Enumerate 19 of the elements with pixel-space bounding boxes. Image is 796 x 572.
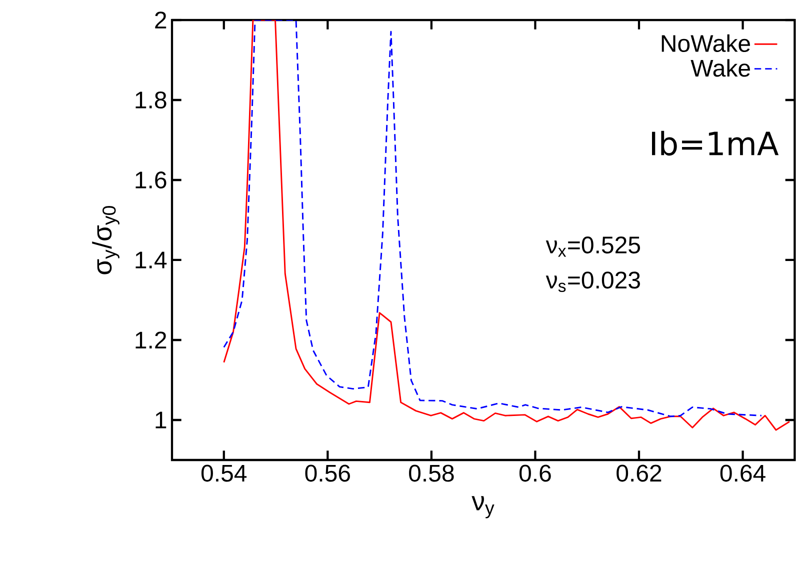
x-tick-label: 0.6 [519,464,551,482]
y-tick-label: 1.6 [136,171,166,188]
y-tick-label: 1.2 [136,332,166,348]
x-tick-label: 0.54 [201,464,247,482]
y-tick-label: 1.4 [136,252,167,268]
y-tick-label: 1.8 [136,91,166,108]
y-axis-title: σ$_{y}$/σ$_{y0}$ [92,206,120,274]
legend-label: NoWake [662,34,750,52]
x-tick-label: 0.64 [720,464,766,482]
y-tick-label: 1 [156,412,166,428]
x-tick-label: 0.56 [305,464,350,482]
annotation: ν$_{x}$=0.525 [546,236,640,257]
annotation: ν$_{s}$=0.023 [546,272,640,292]
y-tick-label: 2 [155,12,166,28]
x-tick-label: 0.58 [409,464,454,482]
x-axis-title: ν$_{y}$ [472,496,494,518]
x-tick-label: 0.62 [616,464,662,482]
annotation: Ib=1mA [652,130,779,156]
legend-label: Wake [690,59,750,77]
